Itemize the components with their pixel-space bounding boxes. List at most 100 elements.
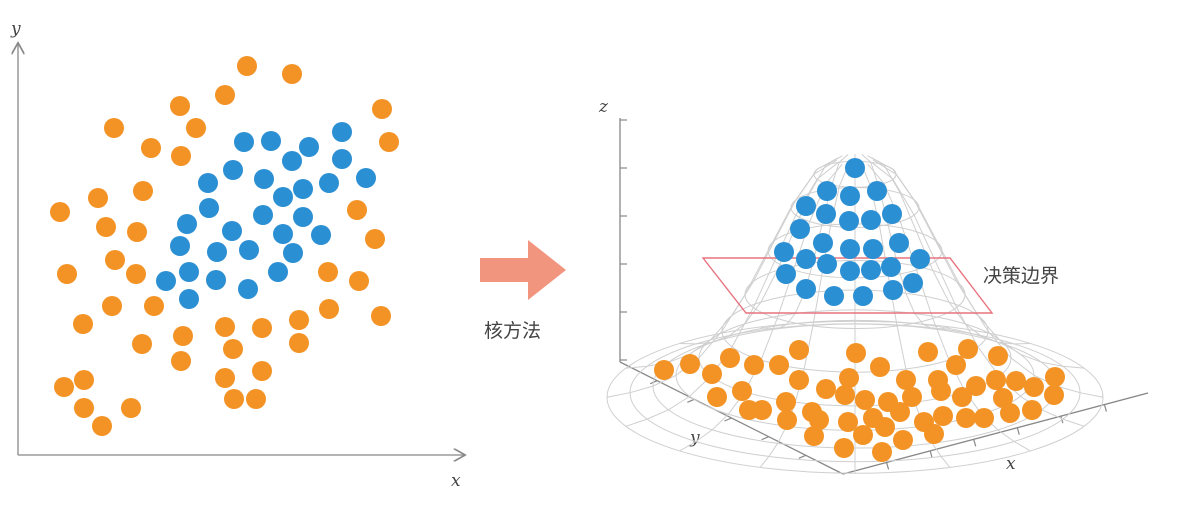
- right-class-a-point: [896, 370, 916, 390]
- left-class-a-point: [141, 138, 161, 158]
- right-class-a-point: [680, 354, 700, 374]
- left-class-a-point: [372, 99, 392, 119]
- left-class-b-point: [311, 225, 331, 245]
- left-class-b-point: [179, 262, 199, 282]
- right-class-a-point: [956, 408, 976, 428]
- x-floor-tick: [885, 462, 890, 470]
- x-floor-tick: [929, 450, 933, 459]
- right-class-a-point: [946, 355, 966, 375]
- right-class-a-points: [654, 339, 1065, 462]
- left-class-b-point: [356, 168, 376, 188]
- right-class-b-point: [817, 181, 837, 201]
- right-class-a-point: [924, 424, 944, 444]
- left-class-a-point: [237, 56, 257, 76]
- left-class-a-point: [371, 306, 391, 326]
- left-class-b-point: [179, 289, 199, 309]
- left-class-a-point: [73, 314, 93, 334]
- left-class-a-point: [105, 250, 125, 270]
- right-class-a-point: [933, 406, 953, 426]
- left-class-a-point: [88, 188, 108, 208]
- z-axis-ticks: [620, 119, 627, 361]
- right-class-b-point: [903, 273, 923, 293]
- right-class-a-point: [1044, 385, 1064, 405]
- left-class-a-point: [171, 146, 191, 166]
- right-class-a-point: [839, 368, 859, 388]
- left-class-a-point: [319, 299, 339, 319]
- mesh-radial-line: [861, 154, 951, 330]
- right-class-b-point: [796, 249, 816, 269]
- kernel-arrow: 核方法: [480, 240, 566, 342]
- right-class-b-point: [824, 286, 844, 306]
- left-class-b-point: [293, 179, 313, 199]
- right-class-a-point: [931, 381, 951, 401]
- left-class-a-point: [224, 389, 244, 409]
- left-class-b-point: [273, 224, 293, 244]
- left-class-b-point: [254, 169, 274, 189]
- right-class-b-point: [816, 204, 836, 224]
- right-class-a-point: [988, 346, 1008, 366]
- left-class-a-point: [121, 398, 141, 418]
- left-class-b-point: [199, 198, 219, 218]
- left-class-b-point: [283, 243, 303, 263]
- left-class-a-point: [92, 416, 112, 436]
- right-class-a-point: [1000, 403, 1020, 423]
- left-class-b-point: [253, 205, 273, 225]
- left-class-a-point: [365, 229, 385, 249]
- left-class-a-point: [289, 333, 309, 353]
- left-class-a-point: [171, 351, 191, 371]
- right-class-b-point: [790, 219, 810, 239]
- right-class-a-point: [702, 364, 722, 384]
- right-class-b-point: [882, 204, 902, 224]
- right-class-a-point: [744, 355, 764, 375]
- left-class-a-point: [132, 334, 152, 354]
- left-class-b-point: [261, 131, 281, 151]
- left-class-a-point: [318, 262, 338, 282]
- floor-axis-ticks: [649, 380, 1108, 470]
- right-3d-panel: z y x 决策边界: [598, 97, 1149, 475]
- left-class-a-point: [282, 64, 302, 84]
- y-floor-axis-label: y: [689, 428, 700, 448]
- decision-boundary-plane: [701, 257, 994, 314]
- right-class-a-point: [853, 425, 873, 445]
- left-class-b-point: [319, 173, 339, 193]
- right-class-a-point: [966, 376, 986, 396]
- right-class-a-point: [809, 410, 829, 430]
- left-class-a-point: [379, 132, 399, 152]
- left-class-b-point: [177, 214, 197, 234]
- right-class-a-point: [1006, 371, 1026, 391]
- mesh-radial-line: [871, 161, 1085, 427]
- right-class-a-point: [890, 402, 910, 422]
- left-class-a-point: [186, 118, 206, 138]
- left-class-a-points: [50, 56, 399, 436]
- left-class-b-point: [332, 149, 352, 169]
- right-class-a-point: [720, 348, 740, 368]
- left-class-b-point: [332, 122, 352, 142]
- right-class-a-point: [902, 387, 922, 407]
- right-class-a-point: [918, 342, 938, 362]
- x-floor-tick: [1016, 427, 1020, 435]
- left-class-b-point: [170, 236, 190, 256]
- left-class-a-point: [96, 217, 116, 237]
- right-class-a-point: [789, 370, 809, 390]
- right-class-a-point: [732, 381, 752, 401]
- left-class-b-point: [299, 137, 319, 157]
- left-class-a-point: [170, 96, 190, 116]
- left-class-b-point: [223, 160, 243, 180]
- left-class-b-point: [268, 262, 288, 282]
- left-class-a-point: [102, 296, 122, 316]
- right-class-a-point: [974, 408, 994, 428]
- right-class-b-point: [817, 254, 837, 274]
- right-class-a-point: [789, 340, 809, 360]
- right-class-b-point: [853, 286, 873, 306]
- right-class-a-point: [855, 390, 875, 410]
- y-floor-tick: [687, 398, 695, 403]
- left-class-a-point: [133, 181, 153, 201]
- left-x-axis-label: x: [451, 471, 461, 491]
- y-floor-tick: [724, 417, 732, 422]
- right-class-a-point: [816, 379, 836, 399]
- left-class-a-point: [223, 339, 243, 359]
- right-class-b-point: [840, 261, 860, 281]
- left-class-a-point: [252, 361, 272, 381]
- right-class-b-point: [861, 260, 881, 280]
